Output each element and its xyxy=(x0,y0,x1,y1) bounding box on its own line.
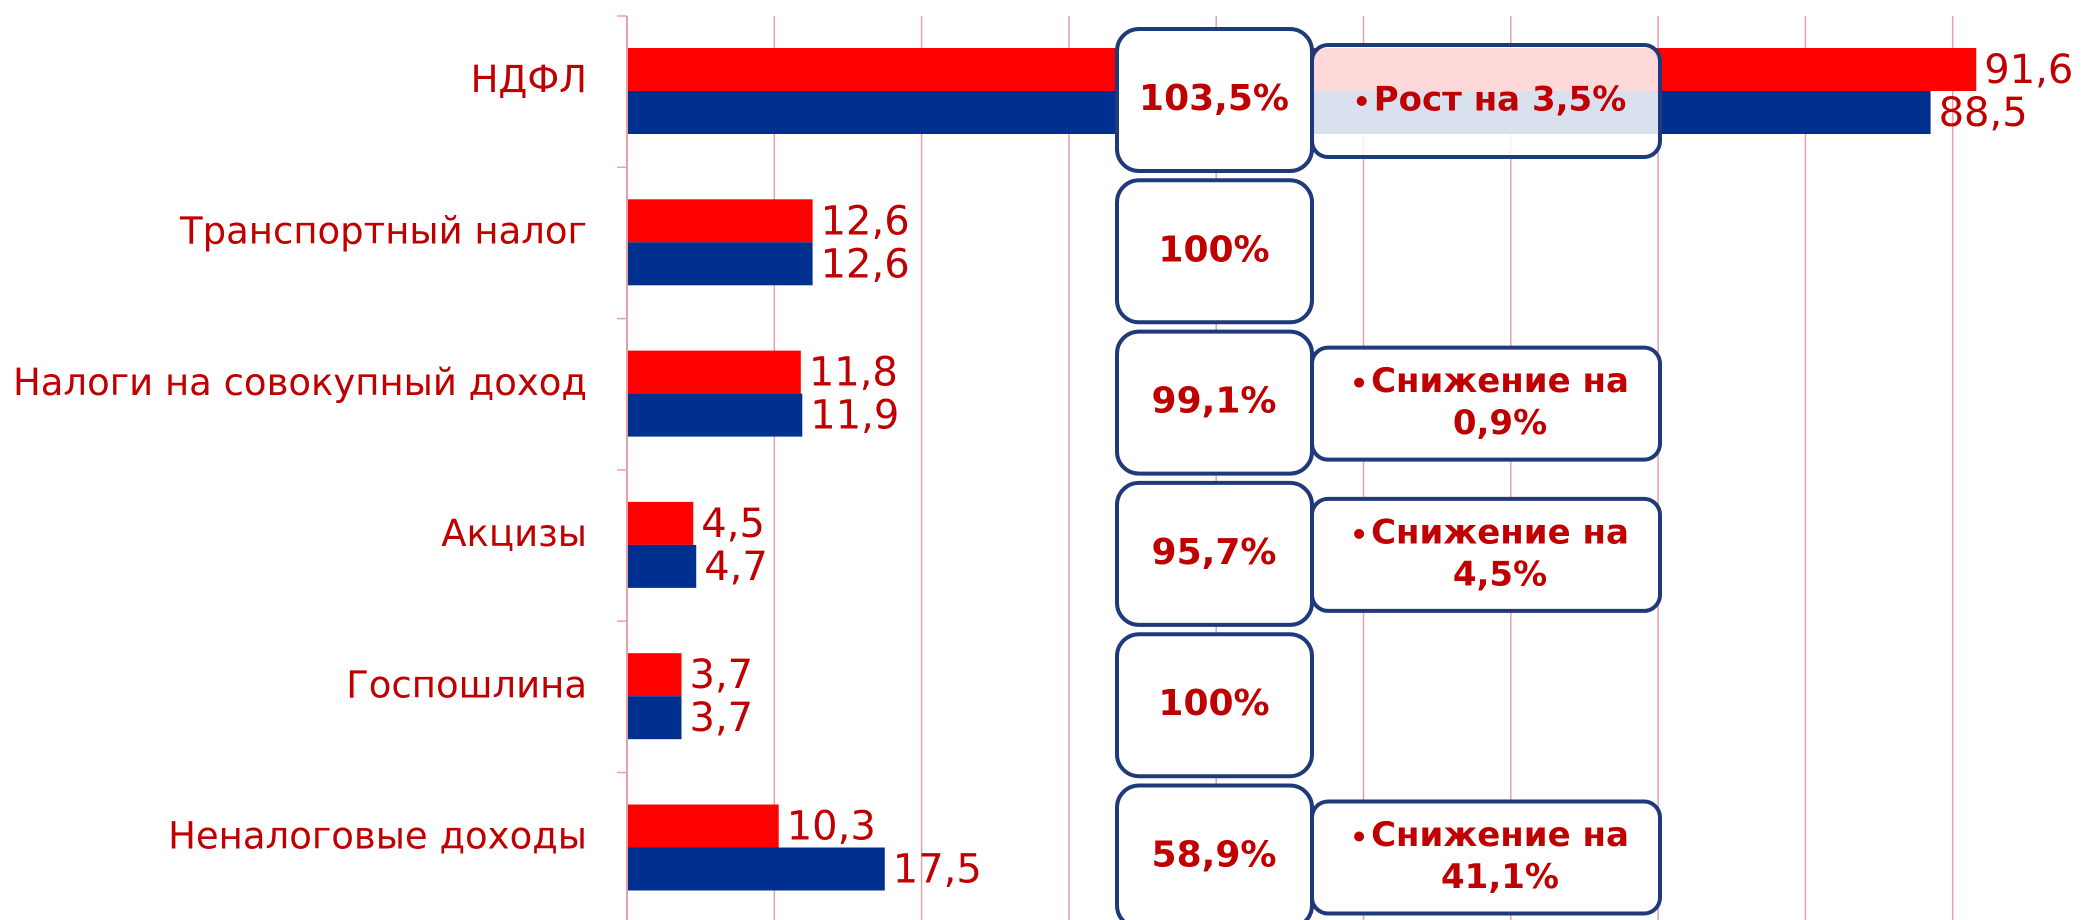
category-label: Неналоговые доходы xyxy=(168,815,587,858)
percent-box xyxy=(1115,783,1314,920)
category-label: НДФЛ xyxy=(471,58,587,101)
value-label: 91,6 xyxy=(1984,47,2073,93)
category-label: Госпошлина xyxy=(346,663,587,706)
note-text: 4,5% xyxy=(1453,554,1547,594)
value-label: 4,7 xyxy=(704,544,768,590)
value-label: 17,5 xyxy=(893,847,982,893)
note-text: 0,9% xyxy=(1453,403,1547,443)
percent-text: 100% xyxy=(1158,683,1269,724)
note-text: Снижение на xyxy=(1371,815,1629,855)
percent-box xyxy=(1115,329,1314,476)
bullet xyxy=(1354,831,1365,842)
bullet xyxy=(1356,96,1367,106)
value-label: 11,8 xyxy=(809,350,898,396)
percent-text: 103,5% xyxy=(1139,78,1289,119)
percent-box xyxy=(1115,632,1314,779)
value-label: 12,6 xyxy=(821,198,910,244)
value-label: 4,5 xyxy=(701,501,765,547)
note-text: Снижение на xyxy=(1371,361,1629,401)
category-label: Транспортный налог xyxy=(179,209,587,252)
value-label: 11,9 xyxy=(810,393,899,439)
percent-text: 99,1% xyxy=(1152,381,1277,422)
bar xyxy=(627,501,694,545)
value-label: 3,7 xyxy=(690,695,754,741)
value-label: 10,3 xyxy=(787,804,876,850)
value-label: 12,6 xyxy=(821,241,910,287)
bar xyxy=(627,696,682,740)
value-label: 3,7 xyxy=(690,652,754,698)
percent-text: 58,9% xyxy=(1152,835,1277,876)
bar xyxy=(627,847,885,891)
bar xyxy=(627,804,779,848)
bullet xyxy=(1354,377,1365,388)
bar xyxy=(627,544,697,588)
category-label: Акцизы xyxy=(441,512,587,555)
percent-text: 100% xyxy=(1158,229,1269,270)
bar xyxy=(627,242,813,286)
percent-box xyxy=(1115,27,1314,173)
percent-box xyxy=(1115,178,1314,325)
bar xyxy=(627,653,682,697)
percent-box xyxy=(1115,480,1314,627)
bar xyxy=(627,350,801,394)
category-label: Налоги на совокупный доход xyxy=(13,361,587,404)
percent-text: 95,7% xyxy=(1152,532,1277,573)
note-text: Снижение на xyxy=(1371,512,1629,552)
bullet xyxy=(1354,528,1365,539)
note-text: 41,1% xyxy=(1441,857,1559,897)
bar xyxy=(627,199,813,243)
bar xyxy=(627,393,803,437)
note-text: Рост на 3,5% xyxy=(1374,80,1627,120)
value-label: 88,5 xyxy=(1939,90,2028,136)
